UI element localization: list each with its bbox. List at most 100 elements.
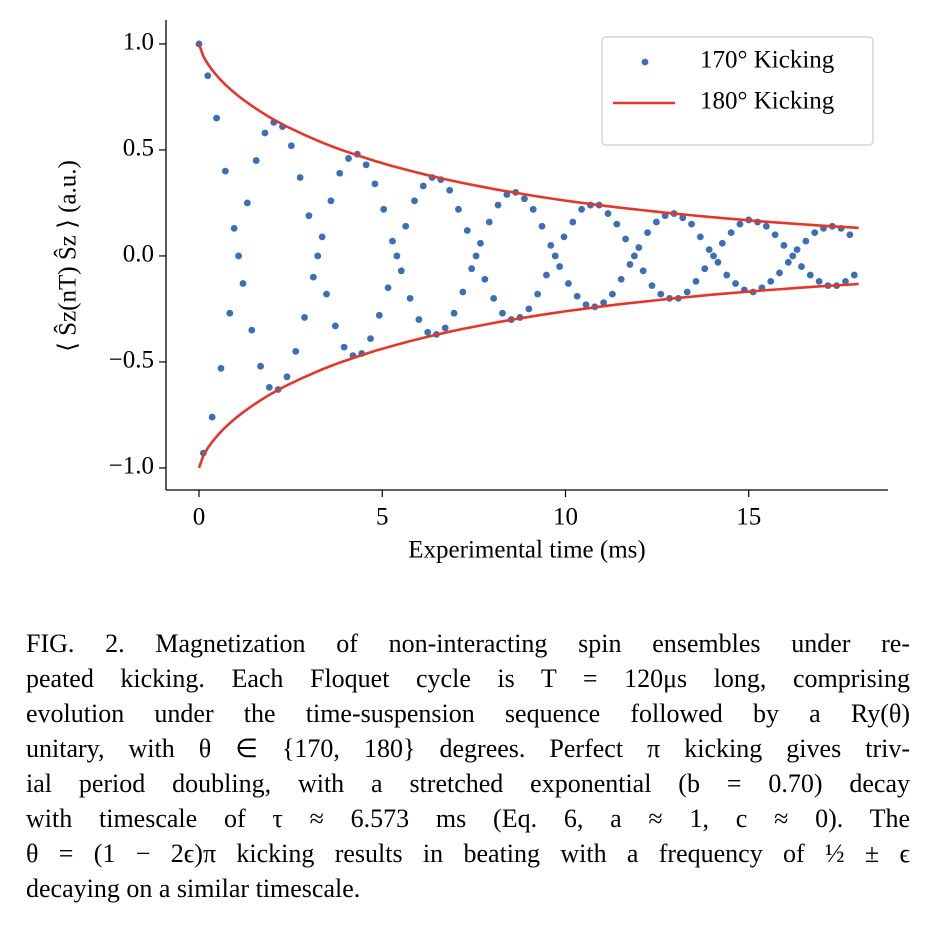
caption-line: FIG. 2. Magnetization of non-interacting… [26,629,910,658]
data-point [446,186,454,194]
data-point [657,290,665,298]
data-point [327,197,335,205]
data-point [635,244,643,251]
data-point [345,155,352,162]
data-point [243,199,251,207]
data-point [780,241,788,249]
x-tick-label: 0 [193,504,206,531]
legend-marker [641,58,649,66]
data-point [499,309,506,317]
data-point [846,231,854,239]
caption: FIG. 2. Magnetization of non-interacting… [26,626,910,906]
data-point [230,224,238,232]
data-point [776,269,783,277]
data-point [204,72,212,80]
data-point [811,229,819,237]
data-point [415,316,423,323]
data-point [301,314,308,321]
data-point [521,195,528,203]
data-point [367,335,374,343]
data-point [331,322,339,330]
data-point [652,218,660,226]
data-point [705,246,713,253]
data-point [468,265,476,273]
data-point [455,205,462,213]
data-point [265,383,273,391]
data-line [197,282,859,469]
data-point [419,182,427,190]
data-point [314,252,322,260]
data-point [784,258,792,266]
data-point [261,129,269,137]
data-point [630,252,638,260]
data-point [485,218,493,226]
data-point [771,231,779,239]
data-point [798,263,805,270]
caption-line: decaying on a similar timescale. [26,874,361,903]
data-point [617,275,625,283]
data-point [340,343,348,351]
data-point [604,210,612,217]
data-line [197,43,859,230]
data-point [477,239,484,247]
caption-line: peated kicking. Each Floquet cycle is T … [26,664,910,693]
data-point [644,229,651,237]
data-point [257,362,264,370]
chart: Experimental time (ms) ⟨ Ŝz(nT) Ŝz ⟩ (a.… [54,20,888,564]
caption-line: ial period doubling, with a stretched ex… [26,769,910,798]
data-point [402,222,410,230]
data-point [235,252,242,260]
data-point [701,265,709,273]
data-point [688,220,695,228]
data-point [309,273,317,281]
data-point [463,227,471,234]
data-point [793,246,801,253]
data-point [543,271,550,279]
data-point [556,263,564,270]
data-point [371,180,379,188]
data-point [296,174,304,181]
y-axis-label: ⟨ Ŝz(nT) Ŝz ⟩ (a.u.) [54,160,82,352]
data-point [481,275,489,283]
caption-line: evolution under the time-suspension sequ… [26,699,910,728]
y-tick-label: 1.0 [123,29,154,56]
x-tick-label: 10 [553,504,578,531]
legend-label: 170° Kicking [700,47,835,74]
data-point [318,233,326,241]
data-point [406,294,414,302]
legend-label: 180° Kicking [700,88,835,115]
x-axis-label: Experimental time (ms) [408,537,645,564]
data-point [472,252,480,260]
data-point [714,258,722,266]
data-point [239,280,247,287]
data-point [389,237,396,245]
data-point [679,214,687,222]
data-point [815,277,823,285]
data-point [710,252,717,260]
caption-line: unitary, with θ ∈ {170, 180} degrees. Pe… [26,734,910,763]
data-point [600,299,607,306]
data-point [565,280,572,287]
data-point [529,205,537,213]
data-point [732,280,739,287]
y-tick-label: −1.0 [109,453,154,480]
y-tick-label: −0.5 [109,347,154,374]
x-tick-label: 15 [736,504,761,531]
data-point [287,142,295,150]
data-point [534,290,542,298]
data-point [490,294,498,302]
y-tick-label: 0.5 [123,135,154,162]
data-point [696,233,704,241]
data-point [842,277,849,285]
data-point [578,205,586,213]
data-point [375,311,383,319]
data-point [569,218,577,226]
data-point [727,229,735,237]
data-point [494,201,502,209]
data-point [221,167,229,175]
data-point [305,212,313,220]
data-point [767,277,775,285]
data-point [613,220,621,228]
data-point [718,239,726,247]
data-point [226,309,234,317]
